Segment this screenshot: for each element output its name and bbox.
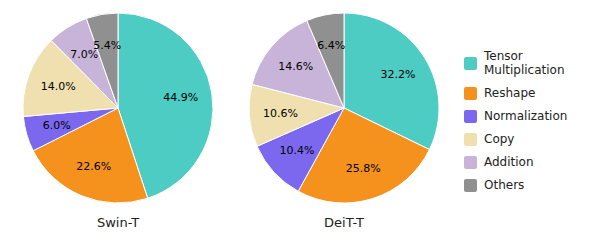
data-label: 6.4% <box>317 39 345 52</box>
legend-swatch <box>464 179 477 192</box>
data-label: 32.2% <box>380 68 415 81</box>
legend-swatch <box>464 57 477 70</box>
pie <box>249 13 439 203</box>
data-label: 14.0% <box>41 80 76 93</box>
legend-label: Reshape <box>484 86 535 100</box>
legend-label: Addition <box>484 155 534 169</box>
legend: TensorMultiplication Reshape Normalization… <box>464 49 567 192</box>
data-label: 5.4% <box>93 39 121 52</box>
legend-swatch <box>464 133 477 146</box>
legend-swatch <box>464 156 477 169</box>
legend-swatch <box>464 87 477 100</box>
pie-title: Swin-T <box>97 215 139 230</box>
pie-title: DeiT-T <box>324 215 364 230</box>
legend-label: TensorMultiplication <box>483 49 565 77</box>
legend-label: Others <box>484 178 524 192</box>
data-labels: 44.9%22.6%6.0%14.0%7.0%5.4% <box>41 39 199 174</box>
data-label: 22.6% <box>76 160 111 173</box>
data-label: 44.9% <box>163 91 198 104</box>
pie <box>23 13 213 203</box>
data-labels: 32.2% 25.8% 10.4% 10.6% 14.6% 6.4% <box>263 39 415 175</box>
data-label: 10.6% <box>263 107 298 120</box>
data-label: 25.8% <box>346 162 381 175</box>
legend-label: Normalization <box>484 109 567 123</box>
legend-swatch <box>464 110 477 123</box>
legend-label: Copy <box>484 132 514 146</box>
chart: 44.9%22.6%6.0%14.0%7.0%5.4%Swin-T32.2%25… <box>0 0 602 252</box>
data-label: 14.6% <box>278 60 313 73</box>
data-label: 10.4% <box>280 144 315 157</box>
data-label: 6.0% <box>43 119 71 132</box>
